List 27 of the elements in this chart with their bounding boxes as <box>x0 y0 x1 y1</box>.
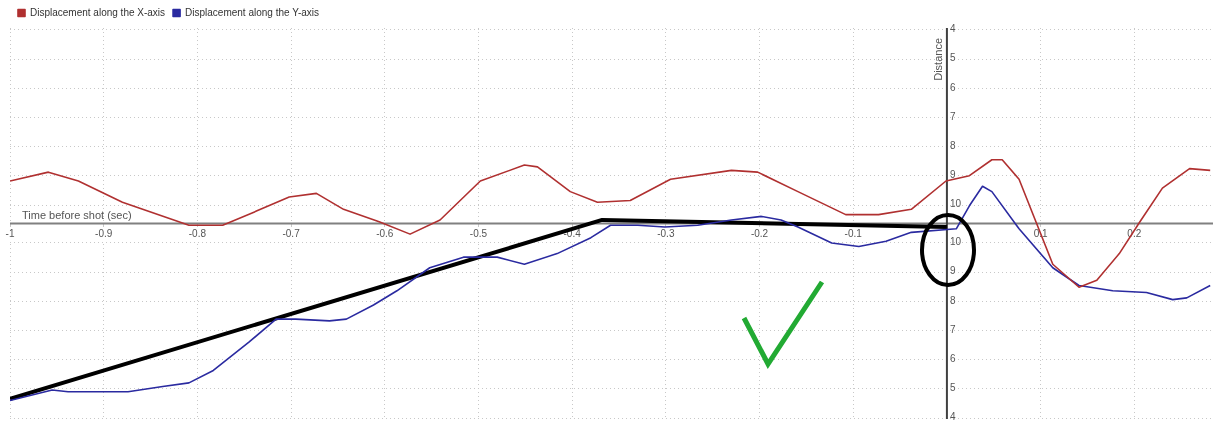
x-tick-label: -0.2 <box>750 228 769 240</box>
annotation: 10 <box>949 236 962 248</box>
text: 4 <box>949 411 956 423</box>
text: 8 <box>949 139 956 151</box>
x-tick-label: -0.5 <box>469 228 488 240</box>
x-axis-title: Time before shot (sec) <box>22 209 132 222</box>
text: 6 <box>949 81 956 93</box>
annotation: 9 <box>949 265 956 277</box>
x-tick-label: -0.9 <box>95 228 113 240</box>
text: 7 <box>949 110 956 122</box>
annotation: 5 <box>949 382 956 394</box>
annotation: 9 <box>949 169 956 181</box>
annotation: 8 <box>949 294 956 306</box>
x-tick-label: -0.1 <box>844 228 863 240</box>
annotation: 7 <box>949 323 956 335</box>
x-tick-label: -0.6 <box>376 228 394 240</box>
legend-label: Displacement along the Y-axis <box>185 6 320 18</box>
text: Distance <box>931 38 944 81</box>
x-tick-label: -0.7 <box>282 228 301 240</box>
legend-label: Displacement along the X-axis <box>30 6 166 18</box>
annotation: 6 <box>949 352 956 364</box>
text: 4 <box>949 23 956 35</box>
text: 5 <box>949 52 956 64</box>
x-tick-label: -0.8 <box>188 228 207 240</box>
x-tick-label: -0.3 <box>657 228 675 240</box>
annotation: 10 <box>949 198 962 210</box>
x-tick-label: -1 <box>5 228 15 240</box>
